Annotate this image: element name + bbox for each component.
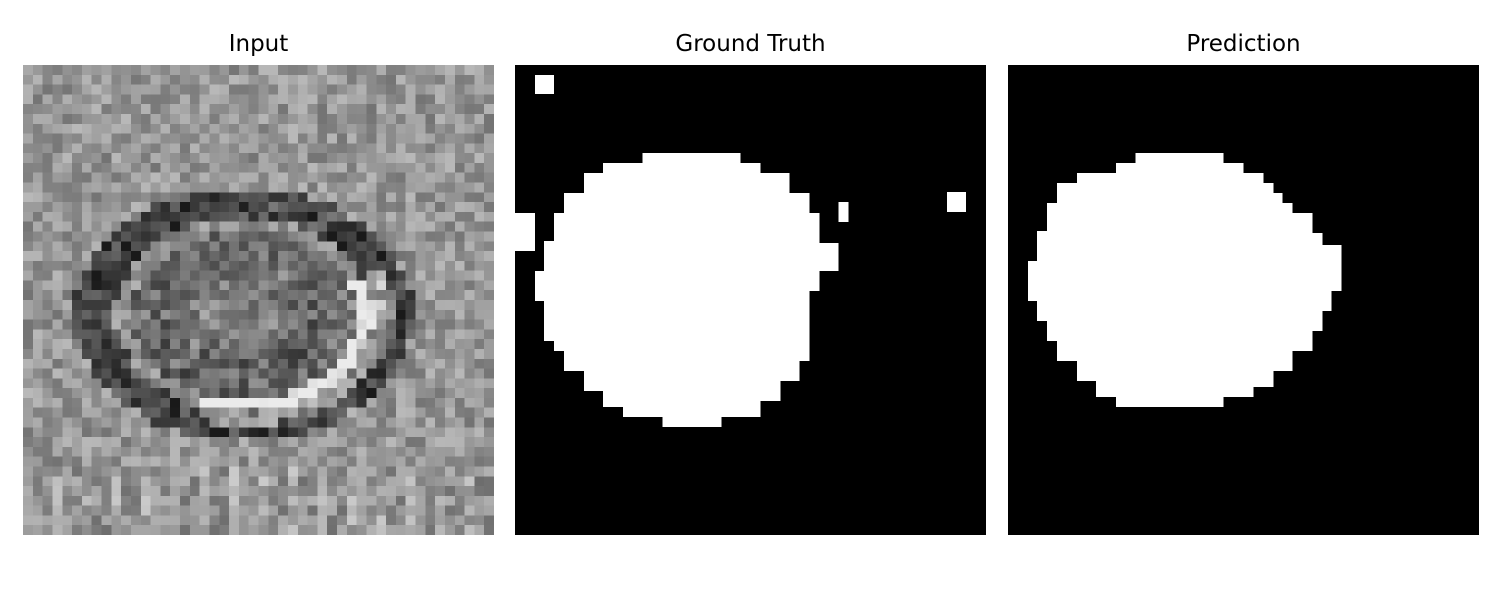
prediction-panel: Prediction <box>1008 0 1479 540</box>
ground-truth-speckle <box>946 192 966 212</box>
ground-truth-panel: Ground Truth <box>515 0 986 540</box>
prediction-panel-title: Prediction <box>1186 31 1301 57</box>
ground-truth-main-region <box>535 153 839 427</box>
input-image <box>23 65 494 535</box>
prediction-main-region <box>1028 153 1342 407</box>
ground-truth-speckle <box>535 75 555 94</box>
ground-truth-mask <box>515 65 986 535</box>
ground-truth-panel-title: Ground Truth <box>675 31 826 57</box>
prediction-mask <box>1008 65 1479 535</box>
input-panel: Input <box>23 0 494 540</box>
input-panel-title: Input <box>228 31 289 57</box>
ground-truth-speckle <box>838 202 849 222</box>
ground-truth-speckle <box>515 213 536 251</box>
